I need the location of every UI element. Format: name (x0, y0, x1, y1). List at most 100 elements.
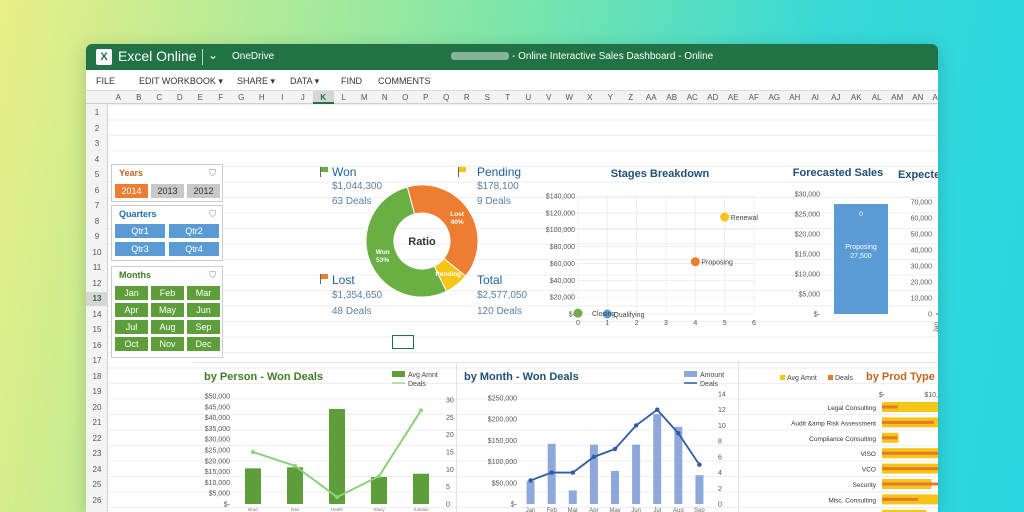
column-header-X[interactable]: X (587, 93, 593, 102)
worksheet[interactable]: Years ⛉ Quarters ⛉ Months ⛉ Won $1,044,3… (108, 104, 938, 512)
column-header-N[interactable]: N (381, 93, 388, 102)
quarter-chip-Qtr4[interactable]: Qtr4 (169, 242, 219, 256)
column-header-J[interactable]: J (300, 93, 305, 102)
column-header-AJ[interactable]: AJ (831, 93, 841, 102)
month-chip-Aug[interactable]: Aug (151, 320, 184, 334)
month-chip-Oct[interactable]: Oct (115, 337, 148, 351)
stages-breakdown-chart[interactable]: Stages Breakdown $140,000 $120,000 $100,000… (532, 162, 758, 332)
column-header-B[interactable]: B (136, 93, 142, 102)
column-header-M[interactable]: M (360, 93, 368, 102)
column-header-F[interactable]: F (218, 93, 224, 102)
column-header-H[interactable]: H (258, 93, 265, 102)
month-chip-Apr[interactable]: Apr (115, 303, 148, 317)
column-header-AC[interactable]: AC (686, 93, 698, 102)
column-header-AK[interactable]: AK (850, 93, 862, 102)
column-header-E[interactable]: E (197, 93, 203, 102)
row-header-6[interactable]: 6 (94, 185, 100, 195)
column-header-K[interactable]: K (313, 91, 334, 104)
row-header-1[interactable]: 1 (94, 108, 100, 117)
column-header-S[interactable]: S (484, 93, 490, 102)
clear-filter-icon[interactable]: ⛉ (209, 209, 216, 219)
row-header-16[interactable]: 16 (92, 340, 102, 350)
column-header-T[interactable]: T (505, 93, 511, 102)
column-header-Z[interactable]: Z (628, 93, 634, 102)
month-chip-Sep[interactable]: Sep (187, 320, 220, 334)
row-header-3[interactable]: 3 (94, 139, 100, 148)
month-chip-Dec[interactable]: Dec (187, 337, 220, 351)
column-header-AG[interactable]: AG (768, 93, 781, 102)
by-person-chart[interactable]: by Person - Won Deals Avg Amnt Deals $50,00… (108, 366, 454, 512)
row-header-24[interactable]: 24 (92, 464, 102, 474)
column-header-V[interactable]: V (546, 93, 552, 102)
column-header-I[interactable]: I (281, 93, 284, 102)
column-header-Y[interactable]: Y (607, 93, 613, 102)
column-header-AI[interactable]: AI (811, 93, 820, 102)
chevron-down-icon[interactable]: ⌄ (208, 48, 219, 62)
column-header-AH[interactable]: AH (789, 93, 801, 102)
clear-filter-icon[interactable]: ⛉ (209, 270, 216, 280)
column-header-G[interactable]: G (238, 93, 245, 102)
row-header-7[interactable]: 7 (94, 201, 100, 210)
row-header-22[interactable]: 22 (92, 433, 102, 443)
column-header-AD[interactable]: AD (707, 93, 719, 102)
onedrive-link[interactable]: OneDrive (232, 51, 275, 62)
column-header-AF[interactable]: AF (748, 93, 759, 102)
menu-data[interactable]: DATA ▾ (290, 76, 320, 86)
row-header-19[interactable]: 19 (92, 387, 102, 396)
row-header-15[interactable]: 15 (92, 325, 102, 334)
row-header-14[interactable]: 14 (92, 309, 102, 319)
expected-sales-chart[interactable]: Expected SaAmou70,00060,00050,00040,0003… (898, 162, 938, 337)
row-header-5[interactable]: 5 (94, 170, 100, 179)
clear-filter-icon[interactable]: ⛉ (209, 168, 216, 178)
row-header-2[interactable]: 2 (94, 123, 100, 133)
year-chip-2013[interactable]: 2013 (151, 184, 184, 198)
by-prod-type-chart[interactable]: Avg Amnt Deals by Prod Type - Won Deals $- $… (740, 366, 938, 512)
column-header-AE[interactable]: AE (727, 93, 739, 102)
quarter-chip-Qtr3[interactable]: Qtr3 (115, 242, 165, 256)
row-header-25[interactable]: 25 (92, 480, 102, 489)
column-header-AA[interactable]: AA (645, 93, 657, 102)
column-header-L[interactable]: L (341, 93, 346, 102)
column-header-A[interactable]: A (115, 93, 121, 102)
by-month-chart[interactable]: by Month - Won Deals Amount Deals $250,000 $… (458, 366, 738, 512)
column-header-D[interactable]: D (176, 93, 183, 102)
month-chip-Jun[interactable]: Jun (187, 303, 220, 317)
month-chip-Jul[interactable]: Jul (115, 320, 148, 334)
row-header-11[interactable]: 11 (92, 263, 102, 272)
row-header-13[interactable]: 13 (86, 292, 108, 306)
column-header-R[interactable]: R (463, 93, 470, 102)
column-header-U[interactable]: U (525, 93, 532, 102)
column-header-AM[interactable]: AM (891, 93, 904, 102)
column-header-C[interactable]: C (156, 93, 163, 102)
selected-cell[interactable] (392, 335, 414, 349)
column-header-AN[interactable]: AN (912, 93, 924, 102)
row-header-18[interactable]: 18 (92, 371, 102, 381)
forecasted-sales-chart[interactable]: Forecasted Sales $30,000 $25,000 $20,000 $15… (768, 162, 896, 332)
year-chip-2012[interactable]: 2012 (187, 184, 220, 198)
row-header-12[interactable]: 12 (92, 278, 102, 288)
year-chip-2014[interactable]: 2014 (115, 184, 148, 198)
menu-edit-workbook[interactable]: EDIT WORKBOOK ▾ (139, 76, 223, 86)
row-header-21[interactable]: 21 (92, 418, 102, 427)
row-header-20[interactable]: 20 (92, 402, 102, 412)
column-header-P[interactable]: P (423, 93, 429, 102)
row-header-4[interactable]: 4 (94, 154, 100, 164)
column-header-AB[interactable]: AB (666, 93, 678, 102)
column-header-AL[interactable]: AL (871, 93, 882, 102)
month-chip-Feb[interactable]: Feb (151, 286, 184, 300)
row-header-23[interactable]: 23 (92, 449, 102, 458)
quarter-chip-Qtr1[interactable]: Qtr1 (115, 224, 165, 238)
month-chip-Nov[interactable]: Nov (151, 337, 184, 351)
row-header-17[interactable]: 17 (92, 356, 102, 365)
column-header-Q[interactable]: Q (443, 93, 450, 102)
row-header-8[interactable]: 8 (94, 216, 100, 226)
menu-file[interactable]: FILE (96, 76, 116, 86)
quarter-chip-Qtr2[interactable]: Qtr2 (169, 224, 219, 238)
menu-find[interactable]: FIND (341, 76, 362, 86)
row-header-10[interactable]: 10 (92, 247, 102, 257)
month-chip-May[interactable]: May (151, 303, 184, 317)
row-header-9[interactable]: 9 (94, 232, 100, 241)
column-header-AO[interactable]: AO (932, 93, 938, 102)
month-chip-Jan[interactable]: Jan (115, 286, 148, 300)
